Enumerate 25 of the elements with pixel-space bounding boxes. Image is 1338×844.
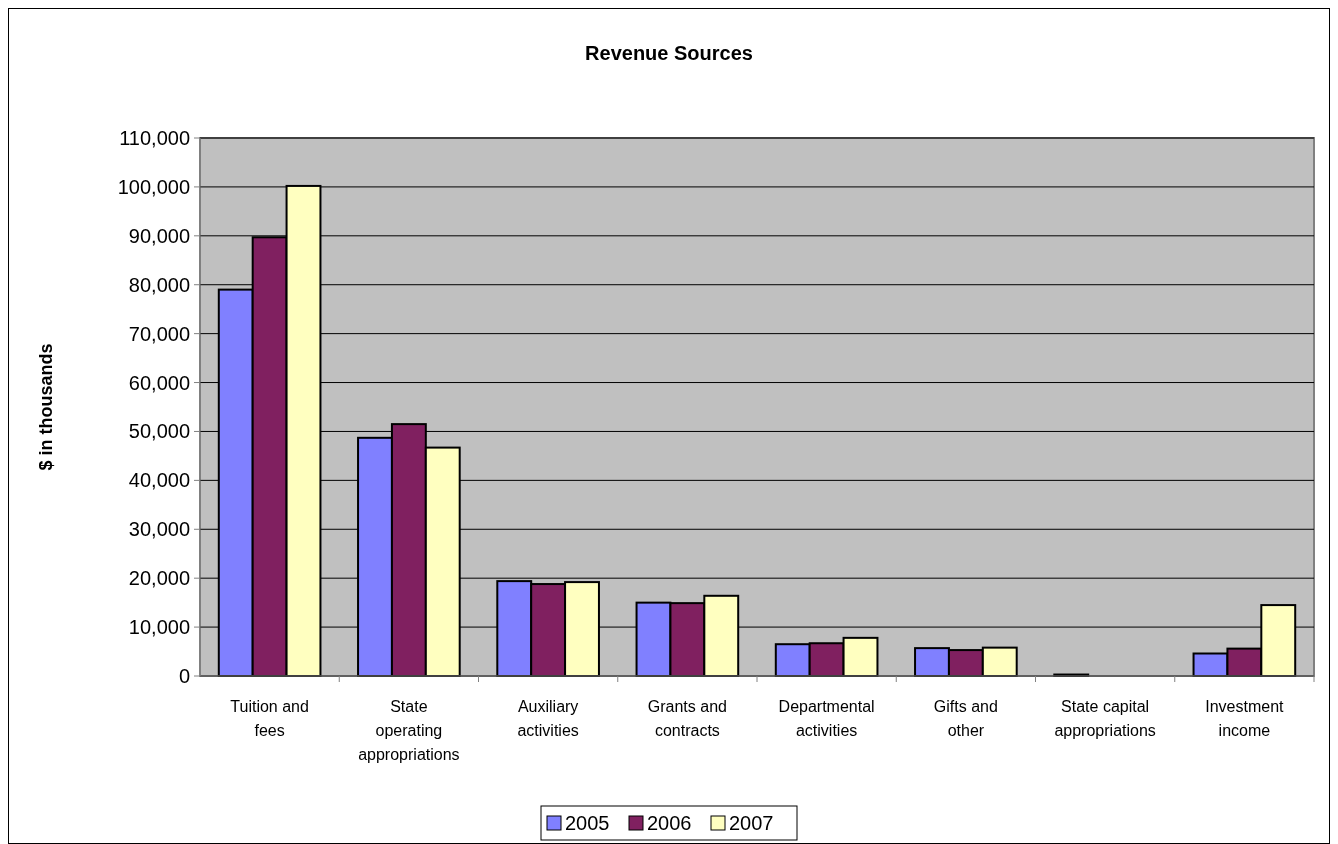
x-tick-label: Gifts and other bbox=[933, 698, 998, 739]
x-tick-label: Grants and contracts bbox=[647, 698, 727, 739]
legend-label: 2006 bbox=[647, 812, 692, 834]
y-tick-label: 110,000 bbox=[119, 127, 190, 149]
x-tick-label: Auxiliary activities bbox=[517, 698, 579, 739]
y-tick-label: 100,000 bbox=[117, 175, 190, 198]
chart-title: Revenue Sources bbox=[585, 42, 753, 64]
x-tick-label: State operating appropriations bbox=[358, 698, 460, 763]
x-tick-label: State capital appropriations bbox=[1054, 698, 1156, 739]
y-tick-label: 90,000 bbox=[128, 224, 190, 247]
y-tick-label: 60,000 bbox=[128, 371, 190, 394]
y-tick-label: 70,000 bbox=[128, 322, 190, 345]
x-tick-label: Tuition and fees bbox=[230, 698, 309, 739]
y-tick-label: 80,000 bbox=[128, 273, 190, 296]
y-tick-label: 10,000 bbox=[128, 616, 190, 639]
x-tick-label: Departmental activities bbox=[778, 698, 875, 739]
y-tick-label: 0 bbox=[178, 665, 190, 687]
y-tick-label: 50,000 bbox=[128, 420, 190, 443]
legend-label: 2005 bbox=[565, 812, 610, 834]
legend-label: 2007 bbox=[729, 812, 774, 834]
y-tick-label: 40,000 bbox=[128, 469, 190, 492]
y-axis-title: $ in thousands bbox=[36, 343, 56, 471]
y-tick-label: 30,000 bbox=[128, 518, 190, 541]
x-tick-label: Investment income bbox=[1205, 698, 1285, 739]
y-tick-label: 20,000 bbox=[128, 567, 190, 590]
